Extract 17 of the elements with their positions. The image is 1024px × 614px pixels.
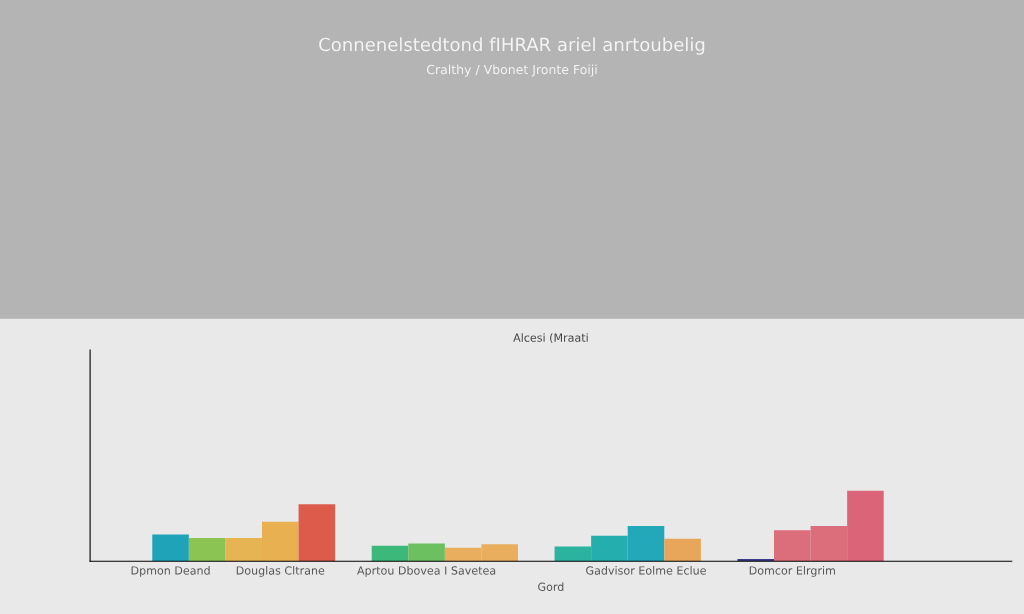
text: Cralthy / Vbonet Jronte Foiji <box>426 64 597 77</box>
bar <box>152 534 189 562</box>
x-tick-label: Douglas Cltrane <box>236 566 325 577</box>
bar <box>664 538 701 562</box>
bar <box>554 546 592 562</box>
bar <box>298 504 336 562</box>
x-tick-label: Domcor Elrgrim <box>749 566 835 577</box>
bar <box>408 543 445 562</box>
bar <box>371 545 409 562</box>
bar <box>188 537 226 562</box>
text: Connenelstedtond fIHRAR ariel anrtoubelig <box>319 37 705 55</box>
x-tick-label: Gadvisor Eolme Eclue <box>586 566 706 575</box>
bar <box>737 559 774 562</box>
x-axis-title: Gord <box>538 582 564 591</box>
x-tick-label: Aprtou Dbovea I Savetea <box>357 566 496 577</box>
chart-title: Alcesi (Mraati <box>513 333 588 344</box>
x-tick-label: Dpmon Deand <box>131 566 210 577</box>
